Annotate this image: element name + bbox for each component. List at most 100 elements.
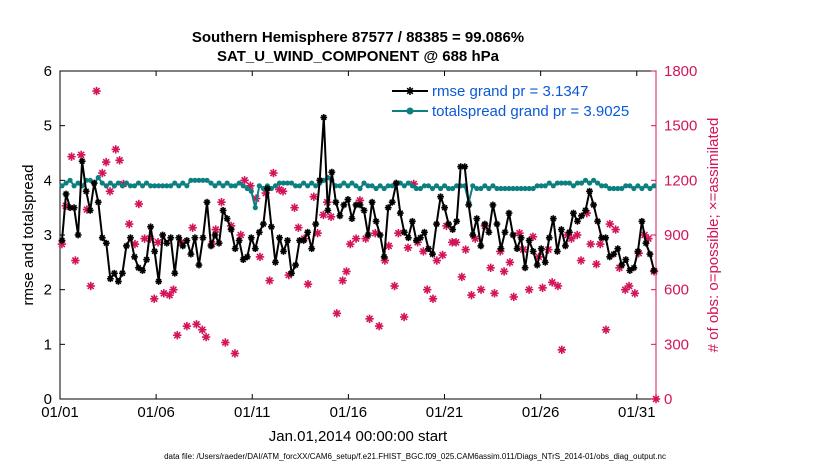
obs-count-point (71, 256, 80, 265)
totalspread-point (123, 180, 130, 186)
rmse-point (521, 264, 529, 272)
rmse-point (533, 261, 541, 269)
totalspread-point (192, 177, 198, 183)
rmse-point-ray (469, 232, 476, 238)
totalspread-point (139, 183, 146, 189)
obs-count-core (296, 225, 301, 230)
rmse-point (461, 163, 469, 171)
obs-count-point (499, 267, 509, 276)
rmse-point (143, 256, 150, 263)
rmse-point (388, 198, 396, 206)
obs-count-core (271, 171, 276, 175)
totalspread-point (276, 180, 283, 186)
obs-count-core (194, 322, 199, 327)
totalspread-point (156, 183, 162, 189)
obs-count-point (140, 234, 149, 243)
totalspread-point (498, 185, 504, 192)
rmse-point-ray (187, 251, 194, 258)
rmse-point (102, 239, 110, 247)
rmse-point-ray (256, 229, 263, 236)
obs-count-point (101, 157, 111, 167)
rmse-point (646, 250, 654, 258)
rmse-point-ray (280, 248, 287, 255)
rmse-point (441, 204, 448, 212)
rmse-point-ray (143, 256, 150, 263)
totalspread-point (631, 185, 637, 192)
rmse-point (98, 234, 106, 242)
rmse-point (123, 242, 130, 250)
totalspread-point (405, 180, 411, 186)
obs-count-core (127, 222, 132, 226)
rmse-point (392, 179, 400, 187)
rmse-point (481, 220, 489, 228)
totalspread-point (389, 183, 395, 189)
obs-count-core (559, 348, 564, 352)
rmse-point (139, 267, 146, 274)
rmse-point (304, 228, 312, 236)
obs-count-point (294, 223, 303, 232)
rmse-point (231, 245, 239, 253)
totalspread-point (478, 185, 484, 192)
totalspread-point (200, 177, 206, 183)
totalspread-point (595, 180, 601, 186)
obs-count-point (255, 252, 265, 262)
obs-count-core (281, 189, 285, 194)
rmse-point-ray (135, 264, 142, 271)
legend-rmse-marker (406, 87, 414, 95)
obs-count-core (598, 242, 603, 246)
obs-count-core (463, 247, 468, 252)
totalspread-point (554, 180, 560, 186)
rmse-point-ray (369, 199, 376, 206)
obs-count-point (86, 281, 95, 291)
obs-count-point (76, 150, 86, 160)
obs-count-core (604, 327, 608, 332)
rmse-point-ray (550, 215, 557, 222)
obs-count-point (319, 210, 328, 220)
rmse-point (127, 234, 134, 242)
totalspread-point (502, 185, 508, 192)
totalspread-point (220, 183, 226, 189)
totalspread-point (309, 180, 315, 186)
rmse-point-ray (373, 218, 380, 225)
rmse-point (537, 245, 545, 253)
rmse-point (74, 231, 82, 239)
totalspread-point (611, 185, 617, 192)
obs-count-point (476, 285, 486, 294)
y-left-tick-label: 1 (44, 336, 52, 353)
totalspread-point (413, 185, 419, 192)
rmse-point-ray (79, 158, 86, 165)
rmse-point (509, 231, 517, 239)
totalspread-point (490, 183, 496, 189)
rmse-point (159, 231, 167, 239)
rmse-point-ray (385, 204, 392, 211)
rmse-point (380, 253, 388, 261)
totalspread-point (357, 185, 363, 192)
obs-count-core (588, 242, 593, 246)
rmse-point (263, 185, 271, 192)
obs-count-core (502, 269, 506, 274)
chart-title-line-2: SAT_U_WIND_COMPONENT @ 688 hPa (217, 48, 500, 65)
obs-count-core (321, 213, 326, 217)
rmse-point (566, 228, 573, 236)
rmse-point-ray (75, 232, 82, 238)
obs-count-core (550, 280, 554, 285)
obs-count-point (153, 238, 163, 247)
obs-count-core (594, 262, 599, 266)
totalspread-point (381, 185, 387, 192)
rmse-point-ray (123, 242, 130, 249)
obs-count-point (309, 192, 318, 201)
obs-count-core (373, 231, 378, 235)
obs-count-point (92, 86, 101, 96)
rmse-point-ray (626, 267, 633, 274)
rmse-point (408, 217, 416, 225)
rmse-point-ray (308, 245, 315, 252)
obs-count-core (292, 205, 297, 210)
rmse-point-ray (195, 262, 202, 269)
totalspread-point (71, 183, 77, 189)
obs-count-point (134, 199, 144, 209)
rmse-point-ray (481, 221, 488, 228)
totalspread-point (558, 180, 564, 186)
totalspread-point (216, 180, 222, 186)
rmse-point-ray (264, 185, 271, 192)
y-left-tick-label: 6 (44, 63, 52, 80)
